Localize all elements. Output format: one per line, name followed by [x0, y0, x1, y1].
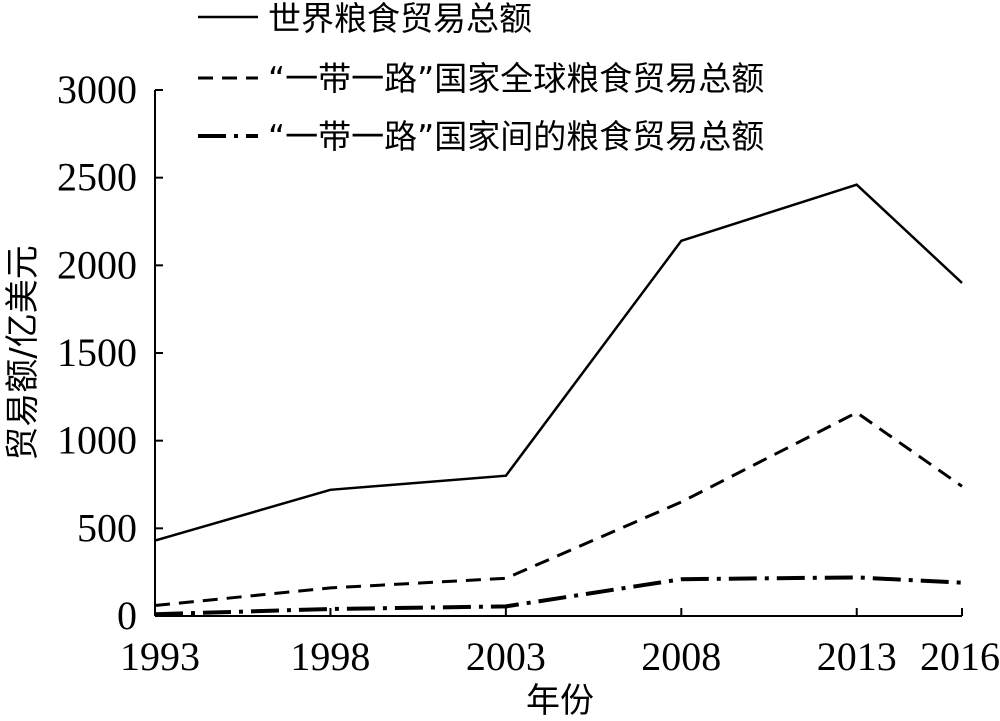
- y-axis-title: 贸易额/亿美元: [3, 245, 43, 460]
- legend-item-world: 世界粮食贸易总额: [198, 0, 532, 38]
- legend-label-br-global: “一带一路”国家全球粮食贸易总额: [268, 59, 764, 98]
- x-ticks: 1993 1998 2003 2008 2013 2016: [120, 608, 1000, 679]
- legend: 世界粮食贸易总额 “一带一路”国家全球粮食贸易总额 “一带一路”国家间的粮食贸易…: [198, 0, 764, 156]
- y-tick-label: 2500: [57, 155, 137, 200]
- series-lines: [154, 183, 963, 617]
- y-tick-label: 3000: [57, 67, 137, 112]
- x-tick-label: 1998: [290, 634, 370, 679]
- x-tick-label: 2003: [466, 634, 546, 679]
- y-tick-label: 0: [117, 593, 137, 638]
- x-tick-label: 1993: [120, 634, 200, 679]
- x-tick-label: 2008: [641, 634, 721, 679]
- x-tick-label: 2016: [920, 634, 1000, 679]
- y-tick-label: 2000: [57, 242, 137, 287]
- legend-label-world: 世界粮食贸易总额: [268, 0, 532, 38]
- x-tick-label: 2013: [817, 634, 897, 679]
- legend-item-br-global: “一带一路”国家全球粮食贸易总额: [198, 59, 764, 98]
- x-axis-title: 年份: [526, 681, 594, 721]
- plot-area: 0 500 1000 1500 2000 2500 3000 1993 1998 2003 200…: [57, 67, 1000, 679]
- y-ticks: 0 500 1000 1500 2000 2500 3000: [57, 67, 163, 638]
- y-tick-label: 1500: [57, 330, 137, 375]
- series-line-0: [154, 183, 963, 542]
- y-tick-label: 500: [77, 505, 137, 550]
- series-line-2: [154, 575, 963, 617]
- legend-item-br-internal: “一带一路”国家间的粮食贸易总额: [198, 117, 764, 156]
- series-line-1: [154, 410, 963, 607]
- y-tick-label: 1000: [57, 418, 137, 463]
- legend-label-br-internal: “一带一路”国家间的粮食贸易总额: [268, 117, 764, 156]
